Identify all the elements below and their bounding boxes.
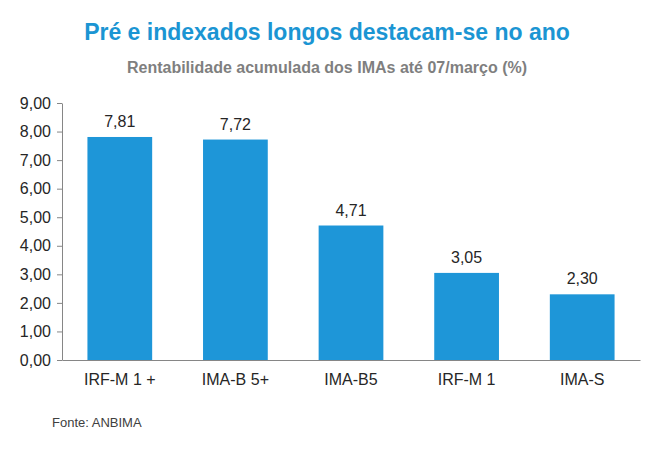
data-label: 7,72	[220, 116, 251, 133]
data-label: 4,71	[335, 202, 366, 219]
y-tick-mark	[57, 103, 62, 104]
x-tick: IMA-B 5+	[202, 371, 269, 388]
x-tick-label: IMA-B5	[324, 371, 377, 388]
data-label: 2,30	[567, 270, 598, 287]
y-tick: 6,00	[20, 180, 62, 197]
x-tick-label: IMA-S	[560, 371, 604, 388]
x-tick: IRF-M 1 +	[84, 371, 156, 388]
y-tick-label: 3,00	[20, 266, 51, 283]
y-tick: 2,00	[20, 295, 62, 312]
y-tick-mark	[57, 189, 62, 190]
y-tick-mark	[57, 360, 62, 361]
data-label: 7,81	[104, 113, 135, 130]
y-tick: 9,00	[20, 95, 62, 112]
y-tick-label: 9,00	[20, 95, 51, 112]
plot-area: 0,00 1,00 2,00 3,00 4,00 5,00 6,00 7,00 8,00 9,00…	[20, 95, 641, 389]
y-tick-label: 4,00	[20, 237, 51, 254]
bar	[319, 226, 384, 360]
bars	[87, 137, 614, 360]
bar	[550, 294, 615, 360]
y-tick-label: 7,00	[20, 152, 51, 169]
x-tick: IMA-B5	[324, 371, 377, 388]
y-axis-line	[62, 104, 63, 361]
x-tick: IRF-M 1	[438, 371, 496, 388]
y-tick-mark	[57, 132, 62, 133]
y-tick-label: 0,00	[20, 352, 51, 369]
y-tick-label: 8,00	[20, 123, 51, 140]
x-tick-label: IRF-M 1 +	[84, 371, 156, 388]
x-tick: IMA-S	[560, 371, 604, 388]
y-tick: 0,00	[20, 352, 62, 369]
y-tick: 4,00	[20, 237, 62, 254]
data-label: 3,05	[451, 249, 482, 266]
y-tick: 5,00	[20, 209, 62, 226]
bar	[87, 137, 152, 360]
y-tick-mark	[57, 274, 62, 275]
bar	[203, 140, 268, 360]
y-tick: 7,00	[20, 152, 62, 169]
y-tick-mark	[57, 217, 62, 218]
y-tick-mark	[57, 160, 62, 161]
title: Pré e indexados longos destacam-se no an…	[84, 19, 570, 45]
x-tick-label: IRF-M 1	[438, 371, 496, 388]
bar	[434, 273, 499, 360]
x-axis-line	[63, 360, 641, 361]
x-tick-label: IMA-B 5+	[202, 371, 269, 388]
y-tick-label: 6,00	[20, 180, 51, 197]
x-axis: IRF-M 1 + IMA-B 5+ IMA-B5 IRF-M 1 IMA-S	[63, 361, 641, 389]
y-tick-label: 1,00	[20, 323, 51, 340]
y-tick: 8,00	[20, 123, 62, 140]
y-tick-label: 2,00	[20, 295, 51, 312]
y-axis: 0,00 1,00 2,00 3,00 4,00 5,00 6,00 7,00 8,00 9,00	[20, 95, 63, 369]
y-tick-label: 5,00	[20, 209, 51, 226]
subtitle: Rentabilidade acumulada dos IMAs até 07/…	[127, 59, 527, 76]
y-tick-mark	[57, 303, 62, 304]
y-tick-mark	[57, 246, 62, 247]
data-labels: 7,81 7,72 4,71 3,05 2,30	[104, 113, 598, 287]
y-tick: 3,00	[20, 266, 62, 283]
chart: Pré e indexados longos destacam-se no an…	[0, 0, 654, 449]
source: Fonte: ANBIMA	[52, 415, 142, 430]
y-tick: 1,00	[20, 323, 62, 340]
y-tick-mark	[57, 331, 62, 332]
